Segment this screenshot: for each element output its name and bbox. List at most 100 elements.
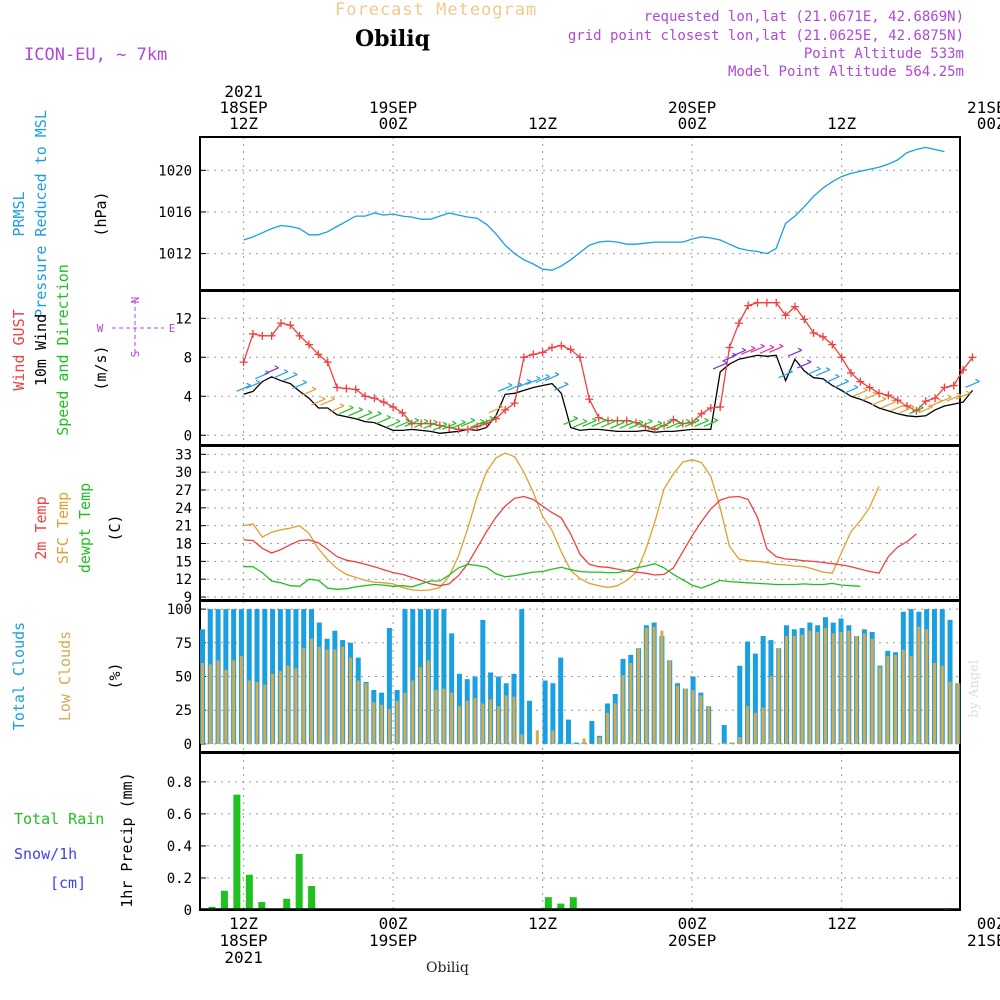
y-tick-label: 50 — [175, 670, 192, 686]
wind-barb — [517, 381, 522, 385]
low-cloud-bar — [660, 630, 664, 744]
wind-barb — [620, 419, 625, 423]
low-cloud-bar — [387, 708, 391, 744]
y-tick-label: 1020 — [158, 163, 192, 179]
y-tick-label: 33 — [175, 447, 192, 463]
wind-barb — [582, 418, 588, 422]
wind-label: 10m Wind — [32, 314, 50, 386]
top-time-label: 18SEP — [220, 98, 268, 117]
y-tick-label: 30 — [175, 465, 192, 481]
temp-label: 2m Temp — [32, 496, 50, 559]
precip-axis-label: 1hr Precip (mm) — [118, 772, 136, 907]
low-cloud-bar — [894, 654, 898, 744]
rain-bar — [308, 885, 316, 910]
wind-barb — [245, 381, 261, 389]
low-cloud-bar — [465, 700, 469, 744]
total-cloud-bar — [410, 609, 416, 744]
low-cloud-bar — [831, 633, 835, 744]
low-cloud-bar — [676, 685, 679, 744]
low-cloud-bar — [839, 632, 843, 744]
wind-barb — [947, 394, 952, 398]
low-cloud-bar — [956, 683, 960, 744]
wind-barb — [601, 417, 606, 421]
low-cloud-bar — [886, 656, 890, 744]
wind-barb — [236, 384, 251, 392]
low-cloud-bar — [792, 636, 796, 744]
wind-barb — [975, 378, 980, 382]
wind-barb — [526, 378, 532, 382]
low-cloud-bar — [535, 730, 539, 744]
wind-barb — [647, 422, 662, 430]
wind-barb — [433, 419, 438, 423]
low-cloud-bar — [878, 667, 882, 744]
total-cloud-bar — [480, 619, 486, 744]
y-tick-label: 25 — [175, 703, 192, 719]
wind-barb — [470, 417, 476, 421]
low-cloud-bar — [862, 633, 866, 744]
grid-point-coords: grid point closest lon,lat (21.0625E, 42… — [567, 28, 964, 44]
low-cloud-bar — [940, 665, 944, 744]
low-cloud-bar — [730, 742, 734, 744]
wind-line — [243, 354, 974, 434]
bottom-time-label: 00Z — [379, 914, 408, 933]
wind-barb — [461, 419, 466, 423]
wind-barb — [329, 405, 345, 413]
wind-barb — [835, 374, 840, 378]
wind-barb — [891, 399, 896, 403]
low-cloud-bar — [629, 663, 633, 744]
low-cloud-bar — [294, 668, 298, 744]
y-tick-label: 0 — [184, 428, 192, 444]
wind-barb — [834, 380, 849, 388]
bottom-time-label: 12Z — [229, 914, 258, 933]
wind-barb — [956, 392, 962, 396]
y-tick-label: 1012 — [158, 247, 192, 263]
total-cloud-bar — [550, 683, 556, 744]
total-cloud-bar — [402, 609, 408, 744]
compass-e: E — [169, 322, 176, 335]
total-cloud-bar — [565, 719, 571, 744]
wind-barb — [274, 365, 279, 369]
rain-bar — [233, 794, 241, 910]
low-cloud-bar — [489, 699, 493, 744]
wind-barb — [264, 367, 279, 375]
low-cloud-bar — [201, 663, 204, 744]
total-cloud-bar — [745, 641, 751, 744]
wind-barb — [787, 349, 803, 357]
y-tick-label: 0.4 — [167, 839, 192, 855]
rain-bar — [258, 901, 266, 910]
total-cloud-bar — [246, 609, 252, 744]
wind-barb — [853, 389, 868, 397]
model-label: ICON-EU, ~ 7km — [24, 45, 168, 65]
pressure-line — [243, 146, 945, 271]
wind-barb — [760, 343, 765, 347]
wind-barb — [385, 420, 401, 428]
low-cloud-bar — [278, 671, 282, 744]
bottom-time-label: 2021 — [224, 948, 263, 967]
compass-w: W — [97, 322, 104, 335]
y-tick-label: 75 — [175, 636, 192, 652]
wind-barb — [815, 369, 831, 377]
wind-barb — [535, 375, 550, 384]
wind-barb — [545, 374, 550, 378]
bottom-time-label: 20SEP — [668, 931, 716, 950]
wind-barb — [731, 349, 747, 357]
low-cloud-bar — [426, 660, 430, 744]
wind-barb — [255, 379, 261, 383]
wind-barb — [498, 404, 504, 408]
wind-barb — [330, 396, 335, 400]
wind-barb — [638, 420, 653, 428]
wind-barb — [881, 396, 887, 400]
low-cloud-bar — [605, 712, 609, 744]
t2m-line — [243, 495, 917, 587]
wind-barb — [955, 392, 971, 400]
wind-barb — [600, 420, 616, 428]
y-tick-label: 15 — [175, 554, 192, 570]
panel-frame — [199, 290, 961, 446]
rain-bar — [569, 897, 577, 910]
top-time-label: 00Z — [379, 114, 408, 133]
low-cloud-bar — [909, 656, 913, 744]
wind-barb — [469, 420, 485, 428]
pressure-label: PRMSL — [10, 191, 28, 236]
low-cloud-bar — [823, 627, 827, 744]
